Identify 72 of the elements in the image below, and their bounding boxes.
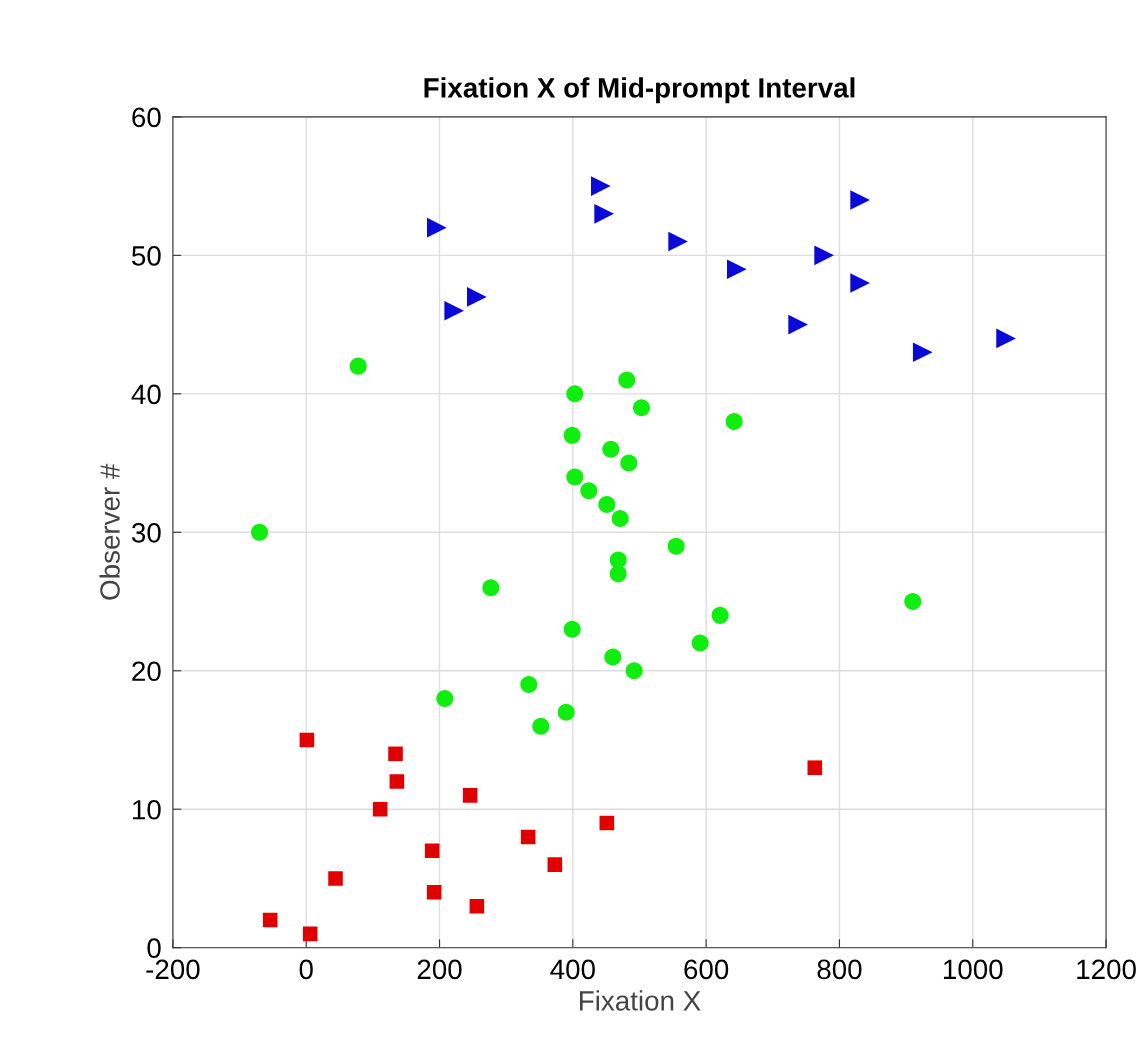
point (532, 717, 550, 735)
point (566, 468, 584, 486)
point (604, 648, 622, 666)
point (725, 413, 743, 431)
point (618, 371, 636, 389)
point (302, 926, 318, 942)
point (726, 259, 747, 280)
point (547, 857, 563, 872)
point (469, 898, 485, 914)
y-tick-label: 60 (132, 107, 161, 128)
x-tick-label: 600 (684, 959, 729, 980)
point (850, 273, 870, 293)
point (389, 774, 405, 789)
point (598, 496, 616, 514)
y-tick-label: 0 (147, 938, 161, 959)
y-tick-label: 10 (133, 799, 161, 820)
point (691, 634, 709, 652)
x-tick-label: 800 (817, 959, 862, 980)
point (788, 314, 808, 335)
point (668, 231, 688, 252)
point (599, 815, 615, 831)
point (594, 203, 614, 224)
y-tick-label: 40 (131, 384, 161, 405)
point (349, 357, 367, 375)
point (632, 399, 650, 417)
point (262, 912, 278, 928)
point (807, 760, 823, 775)
chart-title: Fixation X of Mid-prompt Interval (424, 77, 855, 104)
y-axis-title: Observer # (99, 463, 120, 600)
point (482, 579, 500, 597)
x-tick-label: 1000 (943, 959, 1003, 980)
x-tick-label: 200 (417, 959, 462, 980)
point (328, 871, 343, 886)
point (424, 843, 440, 859)
point (566, 385, 584, 403)
point (667, 537, 685, 555)
point (814, 245, 834, 266)
point (372, 801, 388, 817)
point (996, 328, 1016, 349)
point (436, 689, 454, 707)
point (251, 523, 269, 541)
point (591, 176, 611, 196)
y-tick-label: 30 (131, 522, 161, 543)
point (426, 885, 442, 900)
y-tick-label: 50 (132, 246, 161, 266)
point (625, 662, 643, 680)
point (427, 217, 447, 238)
point (299, 732, 315, 748)
x-tick-label: 1200 (1077, 959, 1136, 980)
x-tick-label: 0 (299, 959, 313, 980)
point (563, 426, 581, 444)
point (520, 829, 536, 845)
point (602, 440, 620, 458)
point (388, 746, 403, 762)
point (580, 482, 598, 500)
point (462, 788, 478, 803)
point (467, 287, 487, 307)
point (850, 190, 870, 210)
y-tick-label: 20 (132, 661, 161, 682)
point (563, 620, 581, 638)
x-tick-label: -200 (146, 959, 200, 980)
point (611, 509, 629, 527)
x-tick-label: 400 (550, 959, 595, 980)
point (912, 342, 933, 363)
point (609, 565, 627, 583)
point (557, 703, 575, 721)
point (620, 454, 638, 472)
x-axis-title: Fixation X (580, 990, 701, 1011)
point (904, 593, 922, 611)
point (520, 676, 538, 694)
point (711, 606, 729, 624)
point (444, 300, 464, 321)
